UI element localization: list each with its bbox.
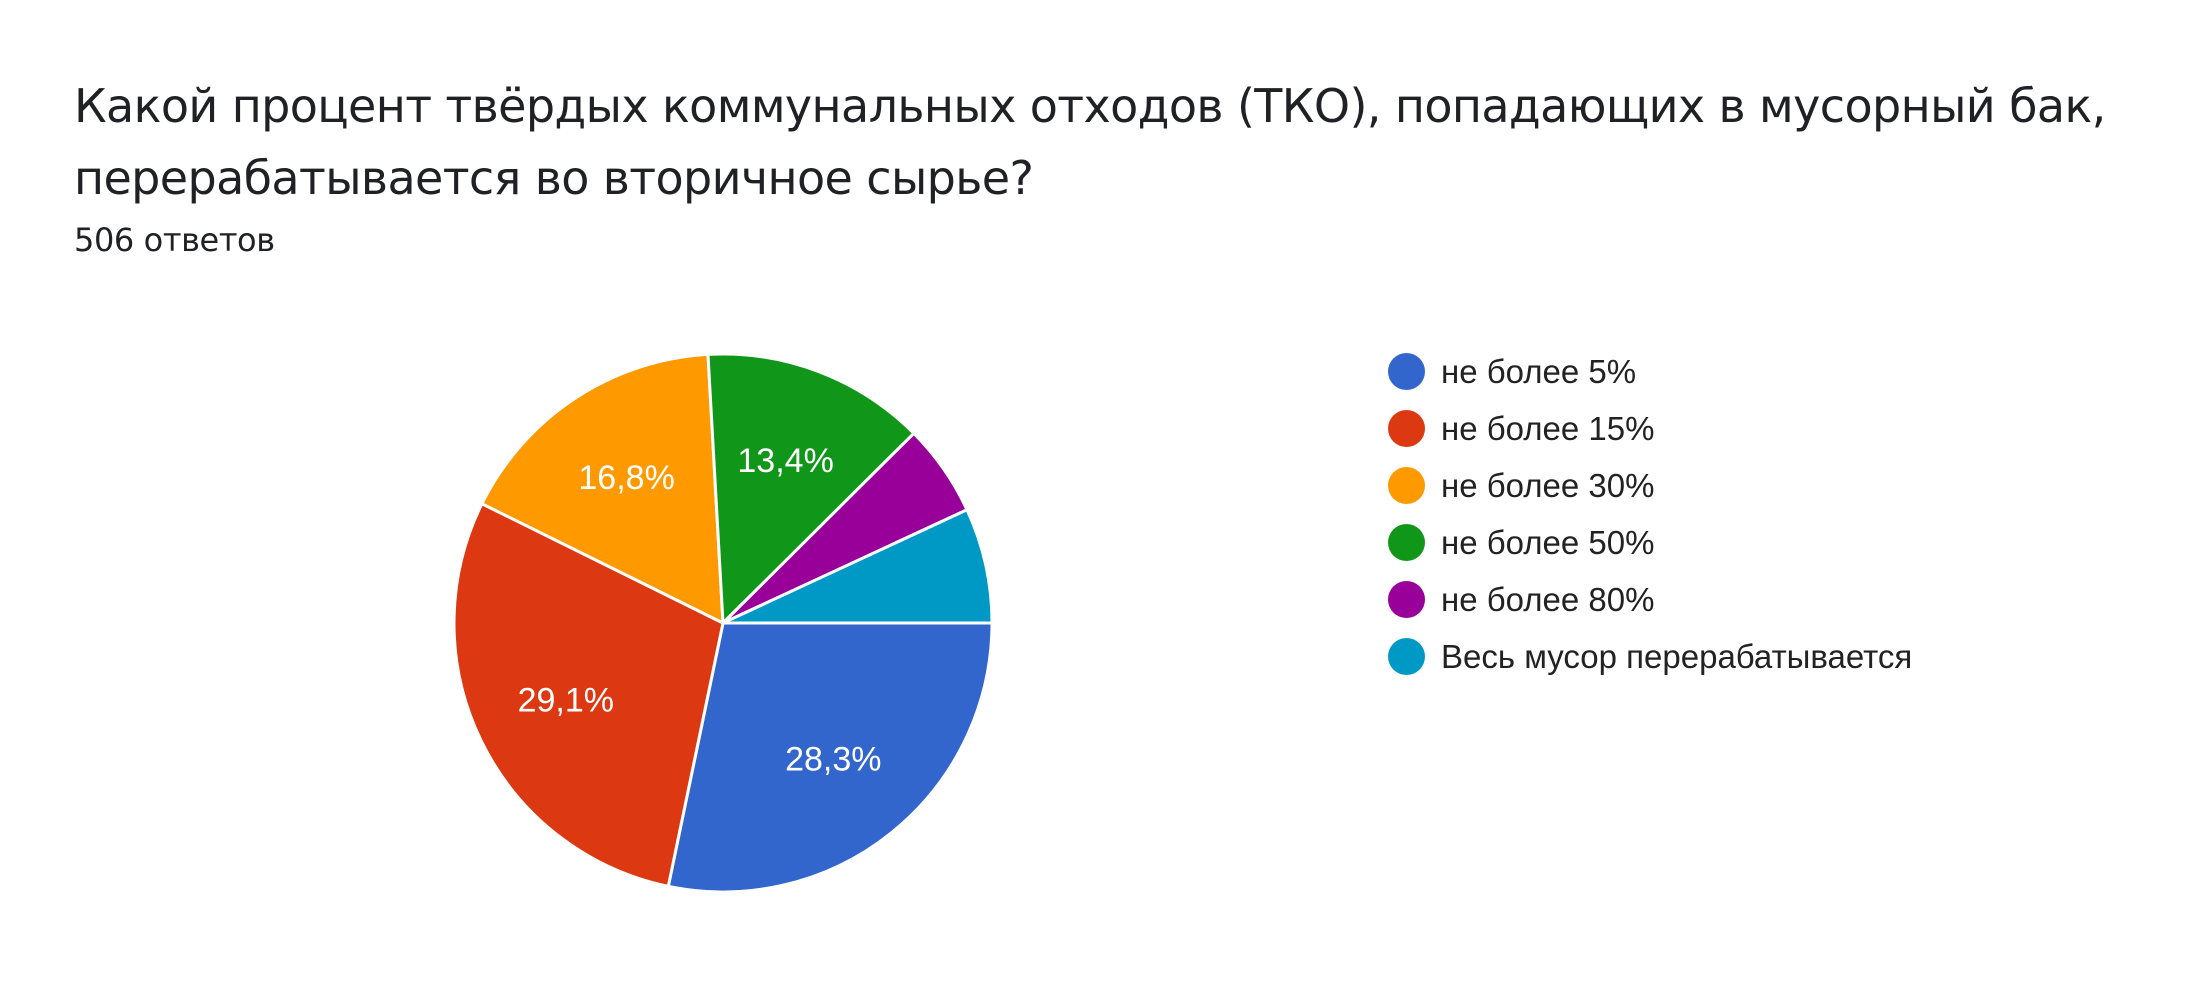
pie-slice[interactable] <box>706 352 916 625</box>
legend-label: не более 50% <box>1441 523 1655 561</box>
pie-slices <box>452 352 994 894</box>
legend-swatch-icon <box>1388 581 1425 618</box>
pie-slice[interactable] <box>480 352 725 625</box>
slice-percent-label: 28,3% <box>785 741 881 779</box>
legend-item[interactable]: не более 15% <box>1388 400 1912 457</box>
legend-item[interactable]: не более 80% <box>1388 571 1912 628</box>
slice-percent-label: 29,1% <box>518 682 614 720</box>
pie-slice[interactable] <box>721 508 994 625</box>
legend-label: не более 15% <box>1441 409 1655 447</box>
response-count: 506 ответов <box>74 221 275 259</box>
legend-swatch-icon <box>1388 638 1425 675</box>
legend-item[interactable]: не более 50% <box>1388 514 1912 571</box>
legend-label: не более 80% <box>1441 580 1655 618</box>
legend-label: Весь мусор перерабатывается <box>1441 637 1913 675</box>
legend-swatch-icon <box>1388 410 1425 447</box>
pie-slice[interactable] <box>452 502 725 888</box>
pie-slice-labels: 28,3% 29,1% 16,8% 13,4% <box>518 442 882 779</box>
legend-item[interactable]: Весь мусор перерабатывается <box>1388 628 1912 685</box>
pie-slice[interactable] <box>666 621 994 894</box>
slice-percent-label: 13,4% <box>737 442 833 480</box>
legend-label: не более 5% <box>1441 352 1637 390</box>
slice-percent-label: 16,8% <box>578 459 674 497</box>
chart-title: Какой процент твёрдых коммунальных отход… <box>74 79 2106 205</box>
chart-legend: не более 5% не более 15% не более 30% не… <box>1388 343 1912 685</box>
legend-item[interactable]: не более 5% <box>1388 343 1912 400</box>
legend-item[interactable]: не более 30% <box>1388 457 1912 514</box>
legend-label: не более 30% <box>1441 466 1655 504</box>
legend-swatch-icon <box>1388 353 1425 390</box>
legend-swatch-icon <box>1388 467 1425 504</box>
legend-swatch-icon <box>1388 524 1425 561</box>
